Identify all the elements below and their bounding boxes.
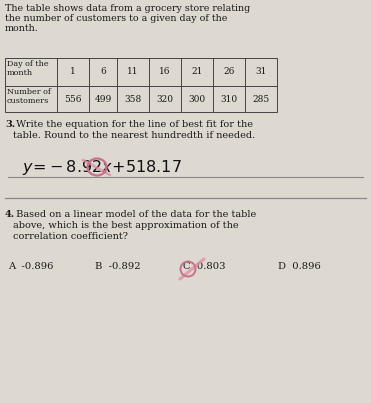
Text: 285: 285 (252, 94, 270, 104)
Text: Write the equation for the line of best fit for the: Write the equation for the line of best … (13, 120, 253, 129)
Text: 310: 310 (220, 94, 237, 104)
Text: $y\!=\!-8.92x\!+\!518.17$: $y\!=\!-8.92x\!+\!518.17$ (22, 158, 182, 177)
Text: the number of customers to a given day of the: the number of customers to a given day o… (5, 14, 227, 23)
Text: C  0.803: C 0.803 (183, 262, 226, 271)
Bar (5, 58, 277, 112)
Text: B  -0.892: B -0.892 (95, 262, 141, 271)
Text: 499: 499 (94, 94, 112, 104)
Text: 556: 556 (64, 94, 82, 104)
Text: 6: 6 (100, 67, 106, 77)
Text: table. Round to the nearest hundredth if needed.: table. Round to the nearest hundredth if… (13, 131, 255, 140)
Text: Based on a linear model of the data for the table: Based on a linear model of the data for … (13, 210, 256, 219)
Text: 300: 300 (188, 94, 206, 104)
Text: The table shows data from a grocery store relating: The table shows data from a grocery stor… (5, 4, 250, 13)
Text: A  -0.896: A -0.896 (8, 262, 53, 271)
Text: 26: 26 (223, 67, 235, 77)
Text: 31: 31 (255, 67, 267, 77)
Text: above, which is the best approximation of the: above, which is the best approximation o… (13, 221, 239, 230)
Text: 320: 320 (157, 94, 174, 104)
Text: 1: 1 (70, 67, 76, 77)
Text: Number of
customers: Number of customers (7, 88, 51, 105)
Text: 16: 16 (159, 67, 171, 77)
Text: 358: 358 (124, 94, 142, 104)
Text: correlation coefficient?: correlation coefficient? (13, 232, 128, 241)
Text: 3.: 3. (5, 120, 15, 129)
Text: 4.: 4. (5, 210, 15, 219)
Text: 21: 21 (191, 67, 203, 77)
Text: Day of the
month: Day of the month (7, 60, 49, 77)
Text: 11: 11 (127, 67, 139, 77)
Text: month.: month. (5, 24, 39, 33)
Text: D  0.896: D 0.896 (278, 262, 321, 271)
